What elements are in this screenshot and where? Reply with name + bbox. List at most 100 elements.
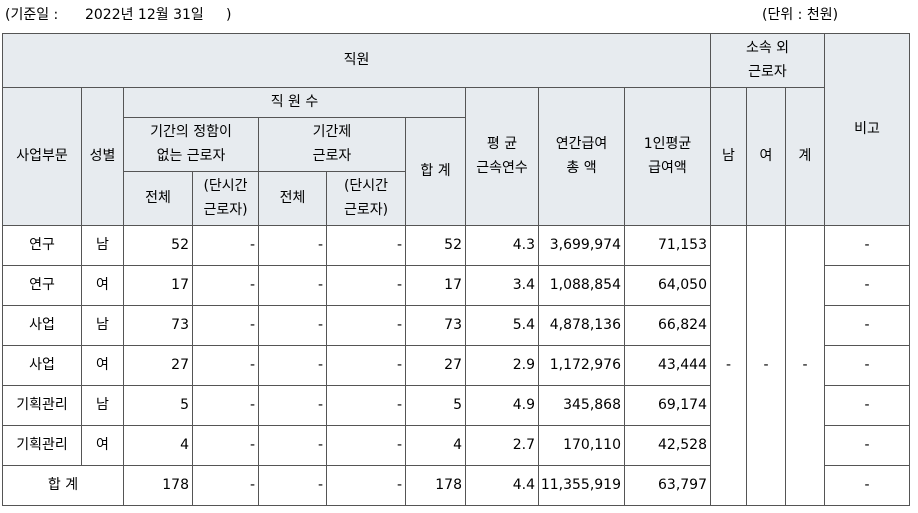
table-row: 기획관리 여 4 - - - 4 2.7 170,110 42,528 -	[2, 425, 910, 466]
table-row: 연구 여 17 - - - 17 3.4 1,088,854 64,050 -	[2, 265, 910, 306]
avg-pay-cell: 43,444	[624, 345, 711, 386]
fixed-total-cell: -	[258, 345, 327, 386]
gender-cell: 남	[81, 385, 124, 426]
annual-pay-line1: 연간급여	[555, 136, 608, 153]
total-cell: 4	[405, 425, 466, 466]
division-cell: 연구	[2, 225, 82, 266]
total-cell: 27	[405, 345, 466, 386]
outsourced-female-header: 여	[746, 87, 786, 226]
perm-part-cell: -	[192, 305, 259, 346]
annual-pay-cell: 4,878,136	[538, 305, 625, 346]
perm-part-cell: -	[192, 265, 259, 306]
tenure-cell: 2.9	[465, 345, 539, 386]
fixed-part-cell: -	[326, 345, 406, 386]
note-cell: -	[824, 345, 910, 386]
annual-pay-line2: 총 액	[566, 159, 597, 176]
permanent-line2: 없는 근로자	[156, 147, 226, 164]
total-cell: 52	[405, 225, 466, 266]
outsourced-line1: 소속 외	[745, 40, 790, 57]
perm-part-cell: -	[192, 345, 259, 386]
note-cell: -	[824, 225, 910, 266]
permanent-all-header: 전체	[123, 171, 193, 226]
headcount-header: 직 원 수	[123, 87, 466, 118]
avg-tenure-line2: 근속연수	[476, 159, 528, 176]
total-label: 합 계	[2, 465, 124, 506]
division-cell: 연구	[2, 265, 82, 306]
perm-total-cell: 5	[123, 385, 193, 426]
outsourced-female-cell: -	[746, 225, 786, 506]
employee-table: 직원 소속 외 근로자 비고 사업부문 성별 직 원 수 평 균 근속연수 연간급여…	[2, 33, 910, 506]
outsourced-sum-cell: -	[785, 225, 825, 506]
avg-pay-cell: 66,824	[624, 305, 711, 346]
division-cell: 기획관리	[2, 425, 82, 466]
fixed-part-cell: -	[326, 225, 406, 266]
outsourced-header: 소속 외 근로자	[710, 33, 825, 88]
total-cell: 178	[405, 465, 466, 506]
perm-part-cell: -	[192, 385, 259, 426]
perm-part-cell: -	[192, 225, 259, 266]
fixed-part-cell: -	[326, 305, 406, 346]
gender-cell: 남	[81, 225, 124, 266]
parttime-line2: 근로자)	[203, 201, 248, 218]
fixed-total-cell: -	[258, 265, 327, 306]
fixed-term-line1: 기간제	[312, 124, 352, 141]
total-cell: 73	[405, 305, 466, 346]
avg-pay-line2: 급여액	[648, 159, 687, 176]
fixed-total-cell: -	[258, 425, 327, 466]
avg-tenure-line1: 평 균	[486, 136, 518, 153]
fixed-all-header: 전체	[258, 171, 327, 226]
fixed-total-cell: -	[258, 225, 327, 266]
division-cell: 사업	[2, 305, 82, 346]
avg-pay-cell: 69,174	[624, 385, 711, 426]
gender-header: 성별	[81, 87, 124, 226]
perm-total-cell: 52	[123, 225, 193, 266]
fixed-part-cell: -	[326, 385, 406, 426]
annual-pay-cell: 1,088,854	[538, 265, 625, 306]
fixed-part-cell: -	[326, 465, 406, 506]
tenure-cell: 4.4	[465, 465, 539, 506]
annual-pay-cell: 1,172,976	[538, 345, 625, 386]
total-cell: 17	[405, 265, 466, 306]
division-header: 사업부문	[2, 87, 82, 226]
fixed-term-line2: 근로자	[312, 147, 352, 164]
avg-pay-cell: 71,153	[624, 225, 711, 266]
tenure-cell: 2.7	[465, 425, 539, 466]
fixed-total-cell: -	[258, 385, 327, 426]
table-row: 기획관리 남 5 - - - 5 4.9 345,868 69,174 -	[2, 385, 910, 426]
table-row: 사업 여 27 - - - 27 2.9 1,172,976 43,444 -	[2, 345, 910, 386]
parttime-line2: 근로자)	[343, 201, 389, 218]
staff-header: 직원	[2, 33, 711, 88]
avg-pay-cell: 64,050	[624, 265, 711, 306]
parttime-line1: (단시간	[203, 178, 248, 195]
fixed-part-cell: -	[326, 425, 406, 466]
perm-total-cell: 4	[123, 425, 193, 466]
division-cell: 사업	[2, 345, 82, 386]
note-header: 비고	[824, 33, 910, 226]
avg-pay-cell: 42,528	[624, 425, 711, 466]
annual-pay-cell: 345,868	[538, 385, 625, 426]
tenure-cell: 4.3	[465, 225, 539, 266]
fixed-total-cell: -	[258, 465, 327, 506]
perm-part-cell: -	[192, 465, 259, 506]
perm-total-cell: 17	[123, 265, 193, 306]
tenure-cell: 4.9	[465, 385, 539, 426]
gender-cell: 여	[81, 425, 124, 466]
parttime-line1: (단시간	[343, 178, 389, 195]
gender-cell: 여	[81, 265, 124, 306]
division-cell: 기획관리	[2, 385, 82, 426]
note-cell: -	[824, 385, 910, 426]
headcount-total-header: 합 계	[405, 117, 466, 226]
avg-pay-line1: 1인평균	[643, 136, 692, 153]
total-row: 합 계 178 - - - 178 4.4 11,355,919 63,797 …	[2, 465, 910, 506]
tenure-cell: 5.4	[465, 305, 539, 346]
gender-cell: 여	[81, 345, 124, 386]
permanent-line1: 기간의 정함이	[150, 124, 232, 141]
perm-total-cell: 178	[123, 465, 193, 506]
annual-pay-cell: 170,110	[538, 425, 625, 466]
note-cell: -	[824, 465, 910, 506]
unit-label: (단위 : 천원)	[762, 7, 839, 23]
reference-date: (기준일 : 2022년 12월 31일 )	[5, 7, 232, 23]
